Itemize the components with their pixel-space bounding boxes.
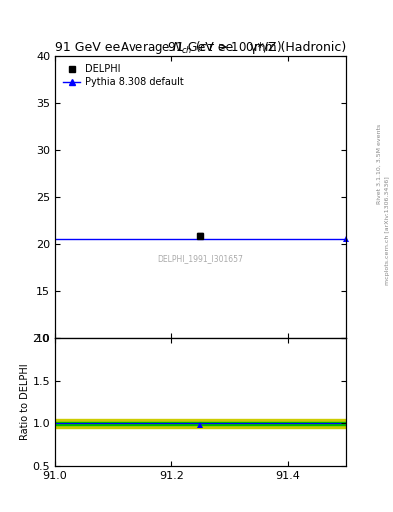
- Text: DELPHI_1991_I301657: DELPHI_1991_I301657: [158, 254, 243, 264]
- Title: Average $N_{ch}$ ($c\tau$ > 100mm): Average $N_{ch}$ ($c\tau$ > 100mm): [119, 39, 281, 56]
- Bar: [55, 421, 346, 425]
- Text: mcplots.cern.ch [arXiv:1306.3436]: mcplots.cern.ch [arXiv:1306.3436]: [385, 176, 389, 285]
- Text: Rivet 3.1.10, 3.5M events: Rivet 3.1.10, 3.5M events: [377, 124, 382, 204]
- Y-axis label: Ratio to DELPHI: Ratio to DELPHI: [20, 364, 29, 440]
- Text: γ*/Z (Hadronic): γ*/Z (Hadronic): [250, 41, 346, 54]
- Legend: DELPHI, Pythia 8.308 default: DELPHI, Pythia 8.308 default: [60, 61, 187, 90]
- Text: 91 GeV ee: 91 GeV ee: [168, 41, 233, 54]
- Text: 91 GeV ee: 91 GeV ee: [55, 41, 120, 54]
- Bar: [55, 419, 346, 428]
